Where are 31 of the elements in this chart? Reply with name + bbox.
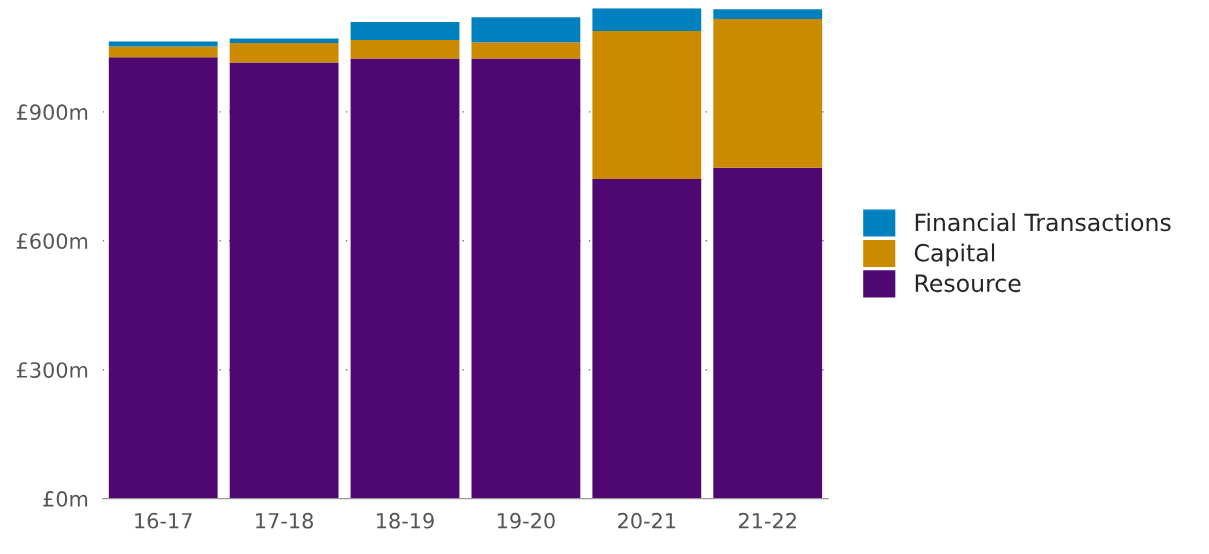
bar (350, 22, 460, 41)
bar (592, 178, 702, 499)
x-tick-label: 18-19 (377, 512, 434, 529)
bar (108, 57, 218, 499)
bar (471, 17, 581, 43)
bar (592, 8, 702, 32)
bar (229, 38, 339, 44)
x-tick-label: 20-21 (618, 512, 676, 529)
bar (350, 58, 460, 499)
bar (471, 58, 581, 499)
bar (108, 46, 218, 58)
bar (229, 62, 339, 499)
y-tick-label: £0m (43, 491, 88, 507)
bar (713, 19, 823, 168)
x-tick-label: 17-18 (256, 512, 313, 529)
legend-label: Capital (914, 243, 995, 267)
bar (713, 9, 823, 20)
legend-label: Financial Transactions (915, 212, 1171, 232)
bar (108, 41, 218, 47)
bar (713, 167, 823, 499)
y-tick-label: £600m (16, 233, 88, 249)
x-tick-label: 16-17 (135, 512, 192, 529)
bar (471, 42, 581, 59)
legend-label: Resource (915, 274, 1021, 293)
y-tick-label: £900m (16, 104, 88, 121)
bar (350, 40, 460, 59)
y-tick-label: £300m (16, 362, 88, 378)
x-tick-label: 21-22 (738, 512, 796, 529)
bar (229, 43, 339, 63)
x-tick-label: 19-20 (497, 512, 555, 529)
bar (592, 31, 702, 179)
